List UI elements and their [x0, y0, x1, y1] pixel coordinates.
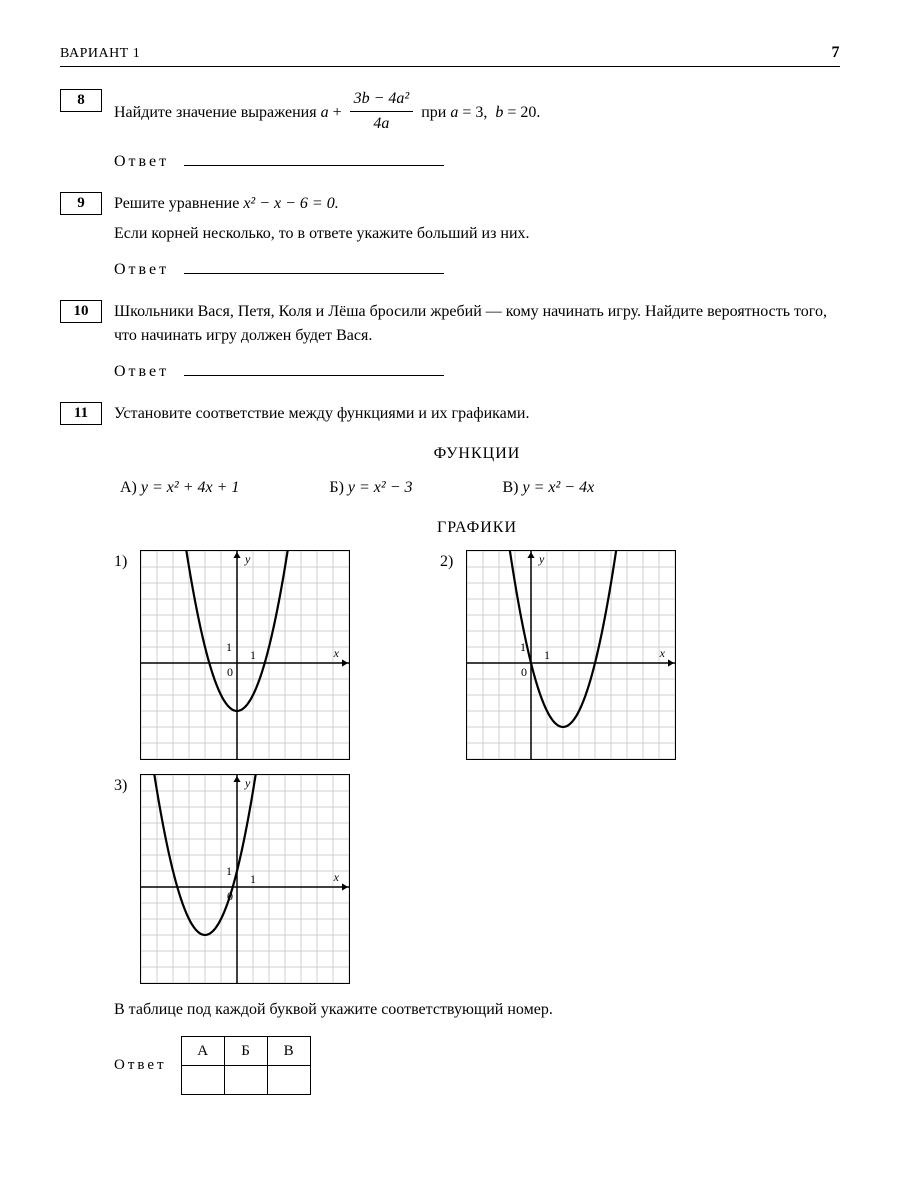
svg-text:x: x: [659, 646, 666, 660]
answer-table: А Б В: [181, 1036, 311, 1095]
table-head-a: А: [181, 1037, 224, 1066]
task-text: Найдите значение выражения: [114, 104, 321, 121]
task-text: Установите соответствие между функциями …: [114, 402, 840, 426]
page-number: 7: [832, 44, 841, 62]
svg-text:y: y: [244, 552, 251, 566]
task-text: Решите уравнение: [114, 195, 243, 212]
chart-svg: xy011: [140, 774, 350, 984]
task-10: 10 Школьники Вася, Петя, Коля и Лёша бро…: [60, 300, 840, 384]
func-a: А) y = x² + 4x + 1: [120, 476, 239, 500]
functions-row: А) y = x² + 4x + 1 Б) y = x² − 3 В) y = …: [120, 476, 840, 500]
table-cell[interactable]: [181, 1066, 224, 1095]
table-cell[interactable]: [224, 1066, 267, 1095]
equation: x² − x − 6 = 0.: [243, 195, 338, 212]
task-8: 8 Найдите значение выражения a + 3b − 4a…: [60, 89, 840, 174]
func-b: Б) y = x² − 3: [329, 476, 412, 500]
task-number-box: 9: [60, 192, 102, 215]
fraction-den: 4a: [350, 112, 414, 136]
answer-line: Ответ: [114, 150, 840, 174]
chart-1: 1) xy011: [114, 550, 350, 760]
answer-blank[interactable]: [184, 165, 444, 166]
variant-label: ВАРИАНТ 1: [60, 46, 140, 62]
svg-text:y: y: [538, 552, 545, 566]
task-number-box: 11: [60, 402, 102, 425]
expr-a: a: [321, 104, 329, 121]
task-11: 11 Установите соответствие между функция…: [60, 402, 840, 1095]
task-text: Если корней несколько, то в ответе укажи…: [114, 222, 840, 246]
table-head-b: Б: [224, 1037, 267, 1066]
task-number-box: 8: [60, 89, 102, 112]
svg-text:0: 0: [227, 665, 233, 679]
task-9: 9 Решите уравнение x² − x − 6 = 0. Если …: [60, 192, 840, 282]
chart-svg: xy011: [466, 550, 676, 760]
task-text: Школьники Вася, Петя, Коля и Лёша бросил…: [114, 300, 840, 348]
table-cell[interactable]: [267, 1066, 310, 1095]
task-note: В таблице под каждой буквой укажите соот…: [114, 998, 840, 1022]
svg-text:1: 1: [544, 648, 550, 662]
svg-text:1: 1: [226, 640, 232, 654]
answer-table-row: Ответ А Б В: [114, 1036, 840, 1095]
table-head-v: В: [267, 1037, 310, 1066]
chart-3: 3) xy011: [114, 774, 350, 984]
svg-text:1: 1: [250, 648, 256, 662]
page-header: ВАРИАНТ 1 7: [60, 44, 840, 67]
chart-2: 2) xy011: [440, 550, 676, 760]
fraction: 3b − 4a² 4a: [350, 87, 414, 136]
answer-blank[interactable]: [184, 375, 444, 376]
functions-heading: ФУНКЦИИ: [114, 442, 840, 466]
fraction-num: 3b − 4a²: [350, 87, 414, 112]
svg-text:x: x: [333, 646, 340, 660]
svg-text:0: 0: [521, 665, 527, 679]
svg-text:x: x: [333, 870, 340, 884]
task-number-box: 10: [60, 300, 102, 323]
answer-line: Ответ: [114, 360, 840, 384]
svg-text:y: y: [244, 776, 251, 790]
svg-text:1: 1: [226, 864, 232, 878]
charts: 1) xy011 2) xy011 3) xy011: [114, 550, 840, 984]
svg-text:1: 1: [250, 872, 256, 886]
func-c: В) y = x² − 4x: [503, 476, 595, 500]
answer-line: Ответ: [114, 258, 840, 282]
chart-svg: x y 0 1 1: [140, 550, 350, 760]
answer-blank[interactable]: [184, 273, 444, 274]
task-text: при: [421, 104, 450, 121]
graphs-heading: ГРАФИКИ: [114, 516, 840, 540]
